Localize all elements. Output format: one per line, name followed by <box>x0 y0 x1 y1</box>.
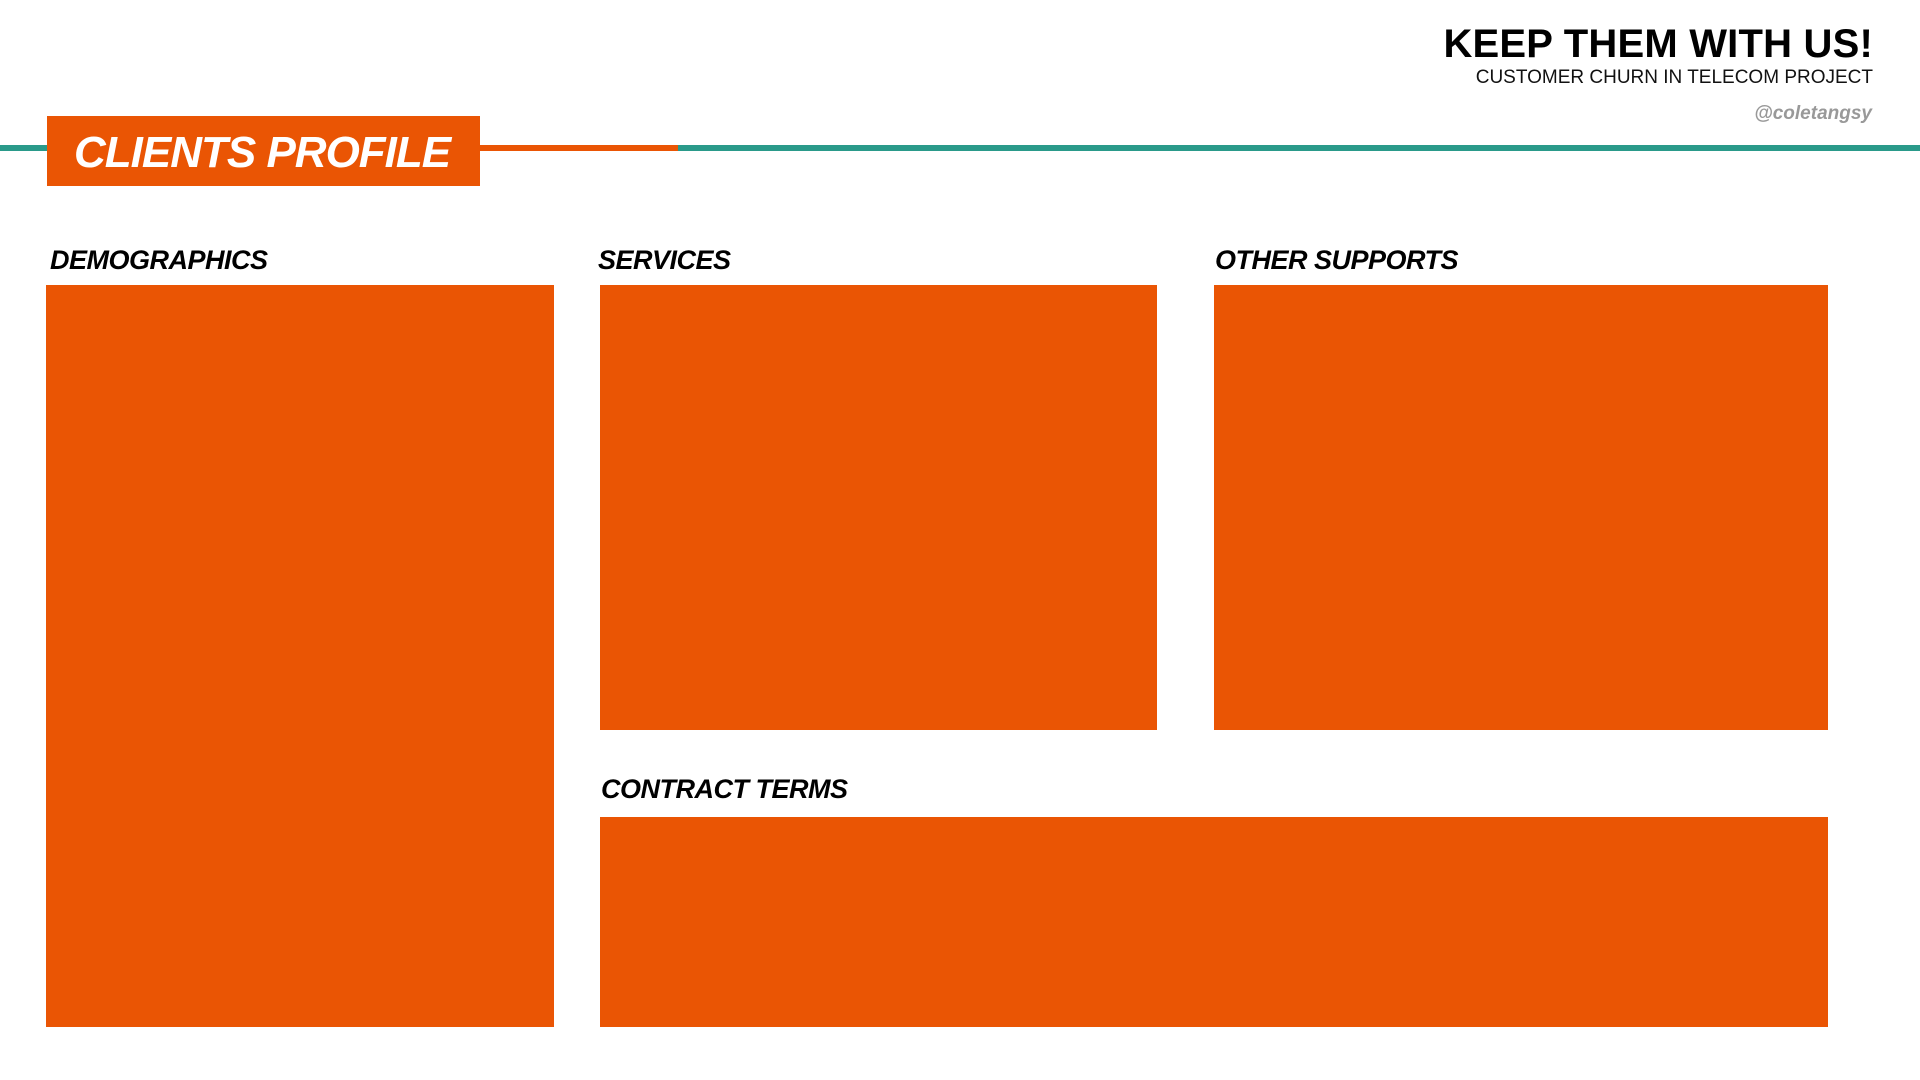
orange-divider-segment <box>470 145 678 151</box>
section-label-other-supports: OTHER SUPPORTS <box>1215 245 1459 275</box>
page-title: CLIENTS PROFILE <box>74 128 451 177</box>
author-handle: @coletangsy <box>1754 103 1872 124</box>
page-banner: CLIENTS PROFILE <box>47 116 480 186</box>
contract-terms-panel <box>600 817 1828 1027</box>
services-panel <box>600 285 1157 730</box>
section-label-demographics: DEMOGRAPHICS <box>50 245 268 275</box>
section-label-services: SERVICES <box>598 245 731 275</box>
other-supports-panel <box>1214 285 1828 730</box>
section-label-contract-terms: CONTRACT TERMS <box>601 774 848 804</box>
demographics-panel <box>46 285 554 1027</box>
teal-divider-line <box>0 145 1920 151</box>
header-title: KEEP THEM WITH US! <box>1443 22 1873 66</box>
header-subtitle: CUSTOMER CHURN IN TELECOM PROJECT <box>1475 67 1873 88</box>
